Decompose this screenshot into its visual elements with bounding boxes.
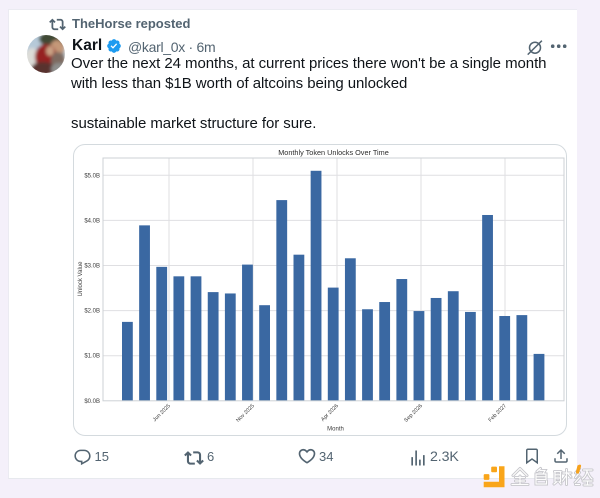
svg-text:$1.0B: $1.0B bbox=[84, 354, 100, 360]
svg-text:$3.0B: $3.0B bbox=[84, 264, 100, 270]
svg-text:Apr 2026: Apr 2026 bbox=[320, 403, 340, 423]
svg-text:Jun 2025: Jun 2025 bbox=[152, 403, 172, 423]
svg-text:Sep 2026: Sep 2026 bbox=[403, 403, 424, 424]
svg-text:Nov 2025: Nov 2025 bbox=[235, 403, 256, 424]
svg-text:$2.0B: $2.0B bbox=[84, 309, 100, 315]
svg-text:Monthly Token Unlocks Over Tim: Monthly Token Unlocks Over Time bbox=[278, 148, 389, 157]
svg-text:$0.0B: $0.0B bbox=[84, 399, 100, 405]
svg-text:Feb 2027: Feb 2027 bbox=[488, 403, 508, 423]
svg-text:$4.0B: $4.0B bbox=[84, 218, 100, 224]
svg-text:Unlock Value: Unlock Value bbox=[78, 261, 84, 297]
svg-text:Month: Month bbox=[327, 426, 344, 432]
svg-text:$5.0B: $5.0B bbox=[84, 173, 100, 179]
